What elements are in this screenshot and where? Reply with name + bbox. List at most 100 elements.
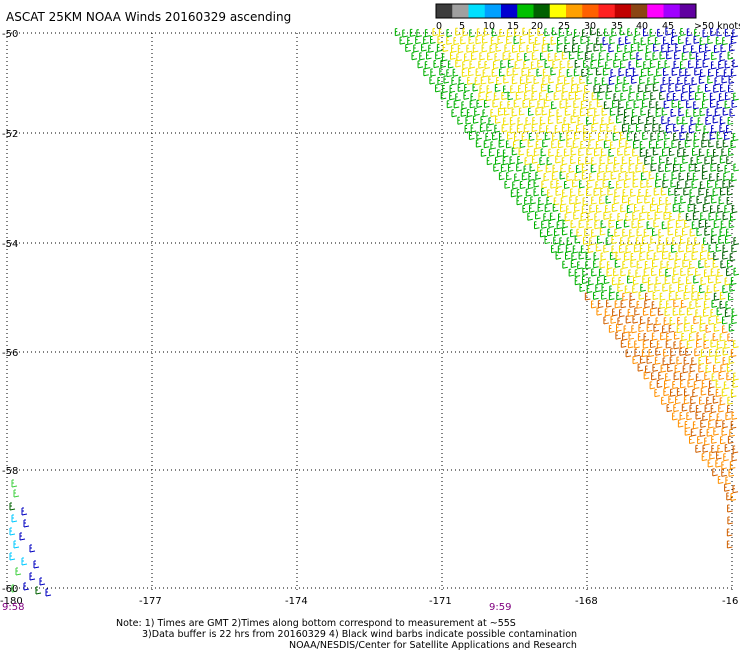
wind-barb xyxy=(725,476,731,485)
wind-barb xyxy=(432,28,439,37)
wind-barb xyxy=(607,228,614,237)
wind-barb xyxy=(712,188,719,197)
latitude-label: -56 xyxy=(2,348,18,359)
wind-barb xyxy=(728,468,735,477)
wind-barb xyxy=(695,309,701,318)
wind-barb xyxy=(604,308,611,317)
wind-barb xyxy=(669,212,675,221)
wind-barb xyxy=(627,275,633,284)
wind-barb xyxy=(715,212,722,221)
wind-barb xyxy=(659,51,666,60)
wind-barb xyxy=(675,43,681,52)
wind-barb xyxy=(625,68,632,77)
wind-barb xyxy=(511,76,518,85)
wind-barb xyxy=(614,189,620,198)
wind-barb xyxy=(679,340,686,349)
wind-barb xyxy=(553,236,559,245)
wind-barb xyxy=(714,355,721,364)
wind-barb xyxy=(671,140,678,149)
wind-barb xyxy=(513,36,520,45)
wind-barb xyxy=(524,197,530,206)
wind-barb xyxy=(542,68,549,77)
wind-barb xyxy=(684,220,690,229)
wind-barb xyxy=(531,124,538,133)
wind-barb xyxy=(671,36,677,45)
wind-barb xyxy=(533,43,539,52)
wind-barb xyxy=(634,307,640,316)
wind-barb xyxy=(698,219,705,228)
wind-barb xyxy=(706,428,713,437)
wind-barb xyxy=(663,100,670,109)
legend-label: 0 xyxy=(436,21,442,32)
wind-barb xyxy=(688,372,695,381)
wind-barb xyxy=(653,75,660,84)
wind-barb xyxy=(659,155,665,164)
wind-barb xyxy=(659,92,665,101)
wind-barb xyxy=(437,76,444,85)
wind-barb xyxy=(672,163,679,172)
wind-barb xyxy=(719,300,726,309)
wind-barb xyxy=(593,188,600,197)
wind-barb xyxy=(716,140,722,149)
wind-barb xyxy=(691,252,698,261)
wind-barb xyxy=(603,140,610,149)
wind-barb xyxy=(501,92,507,101)
wind-barb xyxy=(646,221,653,230)
wind-barb xyxy=(640,180,646,189)
wind-barb xyxy=(667,364,673,373)
wind-barb xyxy=(729,43,735,52)
wind-barb xyxy=(606,124,613,133)
wind-barb xyxy=(705,324,712,333)
wind-barb xyxy=(681,403,688,412)
wind-barb xyxy=(675,291,682,300)
wind-barb xyxy=(533,188,540,197)
wind-barb xyxy=(729,461,736,470)
wind-barb xyxy=(670,388,676,397)
wind-barb xyxy=(658,229,664,238)
wind-barb xyxy=(724,277,731,286)
wind-barb xyxy=(429,76,435,85)
wind-barb xyxy=(609,107,616,116)
wind-barb xyxy=(481,44,488,53)
wind-barb xyxy=(657,132,664,141)
wind-barb xyxy=(643,91,649,100)
wind-barb xyxy=(730,276,737,285)
wind-barb xyxy=(611,277,618,286)
wind-barb xyxy=(593,43,600,52)
wind-barb xyxy=(662,325,668,334)
wind-barb xyxy=(518,85,524,94)
wind-barb xyxy=(421,43,427,52)
wind-barb xyxy=(619,27,626,36)
wind-barb xyxy=(424,29,431,38)
wind-barb xyxy=(438,28,445,37)
wind-barb xyxy=(633,244,640,253)
wind-barb xyxy=(631,325,637,334)
wind-barb xyxy=(696,339,702,348)
wind-barb xyxy=(551,27,558,36)
wind-barb xyxy=(692,421,699,430)
wind-barb xyxy=(668,292,675,301)
wind-barb xyxy=(594,77,601,86)
wind-barb xyxy=(629,51,636,60)
wind-barb xyxy=(637,84,644,93)
legend-swatch xyxy=(484,4,502,18)
wind-barb xyxy=(637,156,643,165)
wind-barb xyxy=(577,261,583,270)
wind-barb xyxy=(657,28,663,37)
wind-barb xyxy=(690,117,696,126)
wind-barb xyxy=(682,155,688,164)
wind-barb xyxy=(711,373,718,382)
wind-barb xyxy=(474,107,480,116)
wind-barb xyxy=(595,243,602,252)
wind-barb xyxy=(570,115,577,124)
wind-barb xyxy=(566,173,572,182)
wind-barb xyxy=(724,28,731,37)
wind-barb xyxy=(598,52,605,61)
wind-barb xyxy=(720,220,727,229)
wind-barb xyxy=(665,373,671,382)
wind-barb xyxy=(449,84,456,93)
wind-barb xyxy=(573,109,579,118)
wind-barb xyxy=(486,157,493,166)
wind-barb xyxy=(598,133,604,142)
wind-barb xyxy=(687,267,694,276)
